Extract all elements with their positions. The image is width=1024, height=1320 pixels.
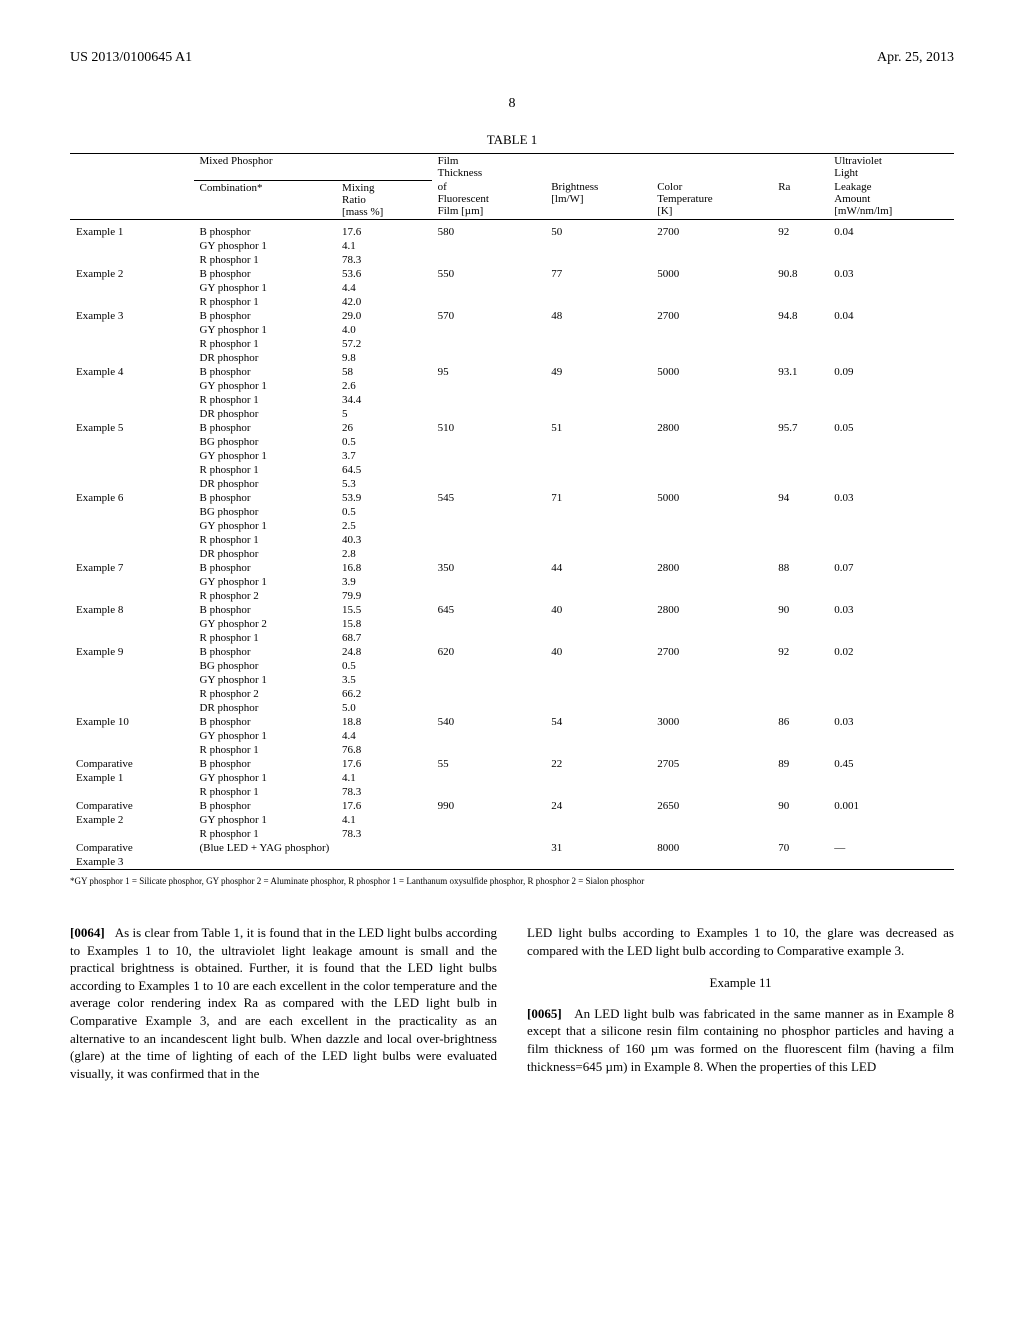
table-row: R phosphor 176.8 — [70, 743, 954, 757]
table-row: R phosphor 178.3 — [70, 785, 954, 799]
table-row: R phosphor 168.7 — [70, 631, 954, 645]
table-row: GY phosphor 215.8 — [70, 617, 954, 631]
para-text-cont: LED light bulbs according to Examples 1 … — [527, 924, 954, 959]
para-text: An LED light bulb was fabricated in the … — [527, 1006, 954, 1074]
table-row: Example 9B phosphor24.8620402700920.02 — [70, 645, 954, 659]
left-column: [0064] As is clear from Table 1, it is f… — [70, 911, 497, 1095]
table-row: GY phosphor 14.4 — [70, 729, 954, 743]
table-row: Comparative(Blue LED + YAG phosphor)3180… — [70, 841, 954, 855]
table-row: GY phosphor 13.9 — [70, 575, 954, 589]
table-row: R phosphor 164.5 — [70, 463, 954, 477]
table-row: BG phosphor0.5 — [70, 659, 954, 673]
table-row: R phosphor 142.0 — [70, 295, 954, 309]
table-row: Example 2GY phosphor 14.1 — [70, 813, 954, 827]
para-text: As is clear from Table 1, it is found th… — [70, 925, 497, 1080]
table-row: R phosphor 140.3 — [70, 533, 954, 547]
table-row: Example 7B phosphor16.8350442800880.07 — [70, 561, 954, 575]
table-row: R phosphor 134.4 — [70, 393, 954, 407]
page-number: 8 — [70, 96, 954, 112]
table-row: GY phosphor 12.6 — [70, 379, 954, 393]
table-row: ComparativeB phosphor17.6990242650900.00… — [70, 799, 954, 813]
table-row: GY phosphor 13.7 — [70, 449, 954, 463]
table-row: BG phosphor0.5 — [70, 505, 954, 519]
table-row: R phosphor 178.3 — [70, 253, 954, 267]
publication-date: Apr. 25, 2013 — [877, 50, 954, 66]
table-row: GY phosphor 14.1 — [70, 239, 954, 253]
table-row: Example 5B phosphor2651051280095.70.05 — [70, 421, 954, 435]
table-row: GY phosphor 14.0 — [70, 323, 954, 337]
table-row: ComparativeB phosphor17.655222705890.45 — [70, 757, 954, 771]
table-row: Example 3 — [70, 855, 954, 870]
para-number: [0065] — [527, 1006, 562, 1021]
para-number: [0064] — [70, 925, 105, 940]
table-row: GY phosphor 14.4 — [70, 281, 954, 295]
table-footnote: *GY phosphor 1 = Silicate phosphor, GY p… — [70, 876, 954, 887]
table-row: Example 3B phosphor29.057048270094.80.04 — [70, 309, 954, 323]
table-row: Example 1B phosphor17.6580502700920.04 — [70, 225, 954, 239]
right-column: LED light bulbs according to Examples 1 … — [527, 911, 954, 1095]
table-row: R phosphor 157.2 — [70, 337, 954, 351]
data-table: Mixed PhosphorFilmThicknessUltravioletLi… — [70, 153, 954, 870]
table-row: Example 4B phosphor589549500093.10.09 — [70, 365, 954, 379]
table-row: R phosphor 266.2 — [70, 687, 954, 701]
table-caption: TABLE 1 — [70, 132, 954, 148]
table-row: R phosphor 279.9 — [70, 589, 954, 603]
table-row: DR phosphor5.3 — [70, 477, 954, 491]
table-row: R phosphor 178.3 — [70, 827, 954, 841]
table-row: Example 6B phosphor53.9545715000940.03 — [70, 491, 954, 505]
table-row: Example 1GY phosphor 14.1 — [70, 771, 954, 785]
table-row: Example 8B phosphor15.5645402800900.03 — [70, 603, 954, 617]
table-row: DR phosphor5 — [70, 407, 954, 421]
table-row: GY phosphor 13.5 — [70, 673, 954, 687]
table-row: Example 2B phosphor53.655077500090.80.03 — [70, 267, 954, 281]
table-row: DR phosphor2.8 — [70, 547, 954, 561]
table-row: GY phosphor 12.5 — [70, 519, 954, 533]
table-row: BG phosphor0.5 — [70, 435, 954, 449]
table-row: DR phosphor5.0 — [70, 701, 954, 715]
publication-number: US 2013/0100645 A1 — [70, 50, 192, 66]
example-heading: Example 11 — [527, 974, 954, 992]
table-row: Example 10B phosphor18.8540543000860.03 — [70, 715, 954, 729]
table-row: DR phosphor9.8 — [70, 351, 954, 365]
